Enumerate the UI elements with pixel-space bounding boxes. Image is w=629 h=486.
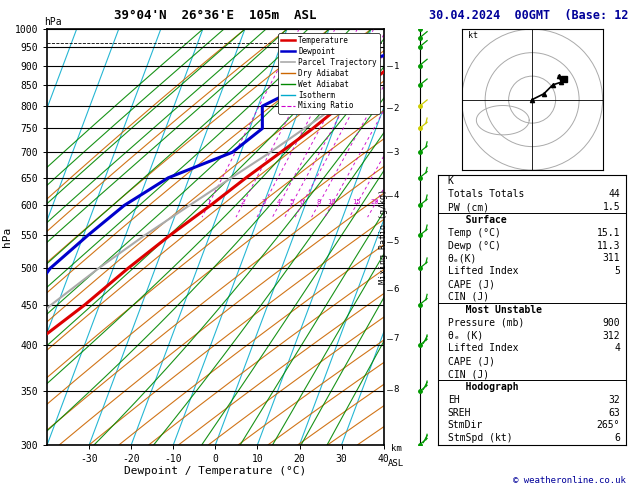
- Text: km: km: [391, 444, 402, 453]
- Text: 10: 10: [327, 199, 336, 205]
- Text: CIN (J): CIN (J): [448, 369, 489, 379]
- X-axis label: Dewpoint / Temperature (°C): Dewpoint / Temperature (°C): [125, 467, 306, 476]
- Text: EH: EH: [448, 395, 460, 405]
- Text: 4: 4: [615, 343, 620, 353]
- Text: 11.3: 11.3: [597, 241, 620, 251]
- Text: LCL: LCL: [367, 36, 382, 45]
- Text: 3: 3: [394, 148, 399, 157]
- Text: K: K: [448, 176, 454, 187]
- Text: 15.1: 15.1: [597, 228, 620, 238]
- Text: CAPE (J): CAPE (J): [448, 279, 495, 289]
- Text: 30.04.2024  00GMT  (Base: 12): 30.04.2024 00GMT (Base: 12): [429, 9, 629, 22]
- Text: θₑ(K): θₑ(K): [448, 253, 477, 263]
- Text: 3: 3: [262, 199, 265, 205]
- Y-axis label: hPa: hPa: [2, 227, 12, 247]
- Text: StmSpd (kt): StmSpd (kt): [448, 433, 513, 443]
- Text: 5: 5: [289, 199, 294, 205]
- Text: CAPE (J): CAPE (J): [448, 356, 495, 366]
- Text: 6: 6: [299, 199, 304, 205]
- Text: Most Unstable: Most Unstable: [448, 305, 542, 315]
- Text: 4: 4: [394, 191, 399, 200]
- Text: Hodograph: Hodograph: [448, 382, 518, 392]
- Text: 6: 6: [394, 285, 399, 294]
- Text: 32: 32: [608, 395, 620, 405]
- Legend: Temperature, Dewpoint, Parcel Trajectory, Dry Adiabat, Wet Adiabat, Isotherm, Mi: Temperature, Dewpoint, Parcel Trajectory…: [278, 33, 380, 114]
- Text: PW (cm): PW (cm): [448, 202, 489, 212]
- Text: 1.5: 1.5: [603, 202, 620, 212]
- Text: SREH: SREH: [448, 408, 471, 417]
- Text: 63: 63: [608, 408, 620, 417]
- Text: © weatheronline.co.uk: © weatheronline.co.uk: [513, 476, 626, 485]
- Text: Temp (°C): Temp (°C): [448, 228, 501, 238]
- Text: Dewp (°C): Dewp (°C): [448, 241, 501, 251]
- Text: 15: 15: [352, 199, 360, 205]
- Text: 2: 2: [394, 104, 399, 113]
- Text: 8: 8: [316, 199, 321, 205]
- Text: 20: 20: [370, 199, 379, 205]
- Text: Surface: Surface: [448, 215, 506, 225]
- Text: Lifted Index: Lifted Index: [448, 266, 518, 277]
- Text: ASL: ASL: [388, 459, 404, 468]
- Text: 311: 311: [603, 253, 620, 263]
- Text: 6: 6: [615, 433, 620, 443]
- Text: 5: 5: [615, 266, 620, 277]
- Text: CIN (J): CIN (J): [448, 292, 489, 302]
- Text: kt: kt: [467, 31, 477, 40]
- Text: θₑ (K): θₑ (K): [448, 330, 483, 341]
- Text: 1: 1: [206, 199, 211, 205]
- Text: 7: 7: [394, 334, 399, 343]
- Text: StmDir: StmDir: [448, 420, 483, 431]
- Text: Totals Totals: Totals Totals: [448, 189, 524, 199]
- Text: 265°: 265°: [597, 420, 620, 431]
- Text: 8: 8: [394, 385, 399, 394]
- Text: Lifted Index: Lifted Index: [448, 343, 518, 353]
- Text: 1: 1: [394, 62, 399, 71]
- Text: 312: 312: [603, 330, 620, 341]
- Text: Mixing Ratio (g/kg): Mixing Ratio (g/kg): [379, 190, 388, 284]
- Text: 44: 44: [608, 189, 620, 199]
- Text: 2: 2: [240, 199, 245, 205]
- Text: 39°04'N  26°36'E  105m  ASL: 39°04'N 26°36'E 105m ASL: [114, 9, 316, 22]
- Text: hPa: hPa: [44, 17, 62, 27]
- Text: Pressure (mb): Pressure (mb): [448, 318, 524, 328]
- Text: 5: 5: [394, 237, 399, 246]
- Text: 4: 4: [277, 199, 281, 205]
- Text: 900: 900: [603, 318, 620, 328]
